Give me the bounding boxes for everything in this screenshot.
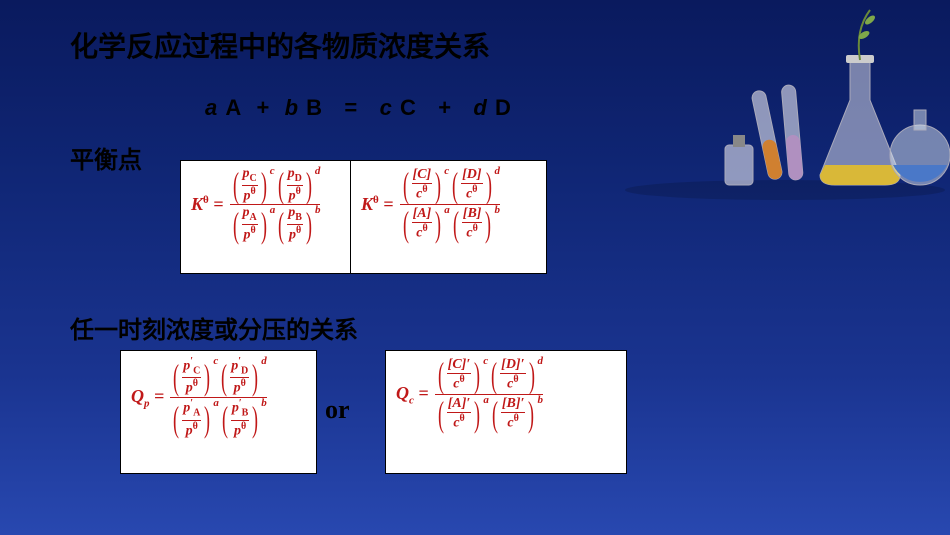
or-label: or [325, 395, 350, 425]
section-equilibrium: 平衡点 [70, 140, 142, 175]
reaction-equation: a A + b B = c C + d D [205, 95, 512, 121]
section-anytime: 任一时刻浓度或分压的关系 [70, 310, 358, 345]
formula-qp: Qp = (p′Cpθ)c (p′Dpθ)d (p′Apθ)a (p′Bpθ)b [120, 350, 317, 474]
formula-k-concentration: Kθ = ([C]cθ)c ([D]cθ)d ([A]cθ)a ([B]cθ)b [350, 160, 547, 274]
formula-qc: Qc = ([C]′cθ)c ([D]′cθ)d ([A]′cθ)a ([B]′… [385, 350, 627, 474]
slide-title: 化学反应过程中的各物质浓度关系 [70, 25, 490, 65]
lab-glassware-illustration [620, 0, 950, 200]
formula-k-pressure: Kθ = (pCpθ)c (pDpθ)d (pApθ)a (pBpθ)b [180, 160, 357, 274]
